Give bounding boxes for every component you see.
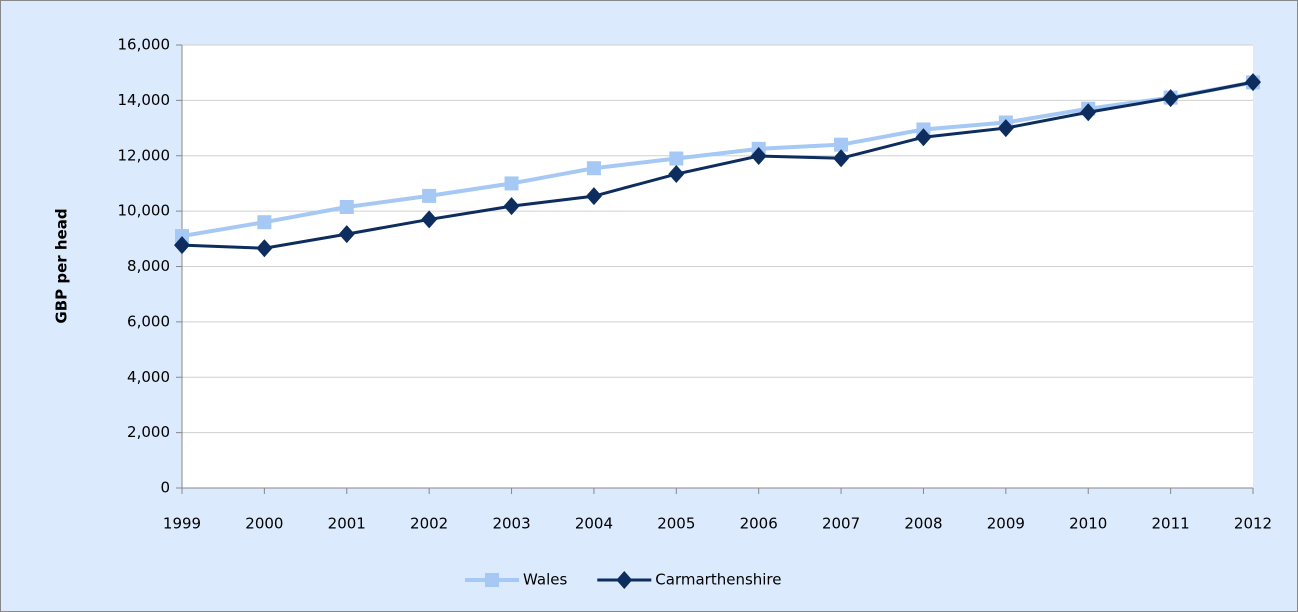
point [668,165,685,184]
point [997,119,1014,138]
x-tick-label: 1999 [163,515,201,533]
x-tick-label: 2002 [410,515,448,533]
point [174,236,190,255]
x-tick-label: 2004 [575,515,613,533]
point [750,147,767,166]
y-tick-label: 12,000 [118,146,171,164]
y-tick-label: 14,000 [118,91,171,109]
legend-marker [485,573,499,587]
point [421,210,438,229]
x-tick-label: 2005 [657,515,695,533]
x-tick-label: 2009 [987,515,1025,533]
x-tick-label: 2012 [1234,515,1272,533]
point [833,149,850,168]
x-tick-label: 2008 [904,515,942,533]
x-tick-label: 2001 [328,515,366,533]
legend-label: Carmarthenshire [655,571,781,589]
point [339,199,354,214]
point [256,239,273,258]
point [1245,73,1261,92]
point [257,215,272,230]
y-tick-label: 8,000 [127,257,170,275]
point [586,161,601,176]
y-tick-label: 4,000 [127,368,170,386]
x-tick-label: 2007 [822,515,860,533]
y-axis-title: GBP per head [53,208,71,323]
point [834,137,849,152]
series-line [181,80,1254,239]
point [1162,89,1179,108]
x-tick-label: 2000 [245,515,283,533]
point [1080,103,1097,122]
y-tick-label: 16,000 [118,36,171,54]
point [422,188,437,203]
x-tick-label: 2006 [740,515,778,533]
point [504,176,519,191]
x-tick-label: 2011 [1152,515,1190,533]
y-tick-label: 10,000 [118,202,171,220]
legend-marker [616,571,633,589]
point [669,151,684,166]
x-tick-label: 2003 [492,515,530,533]
x-tick-label: 2010 [1069,515,1107,533]
y-tick-label: 2,000 [127,423,170,441]
series-line [181,80,1254,250]
point [585,187,602,206]
y-tick-label: 0 [160,479,170,497]
point [175,229,189,244]
legend-label: Wales [523,571,567,589]
point [338,225,355,244]
y-tick-label: 6,000 [127,312,170,330]
point [915,128,932,147]
point [503,197,520,216]
